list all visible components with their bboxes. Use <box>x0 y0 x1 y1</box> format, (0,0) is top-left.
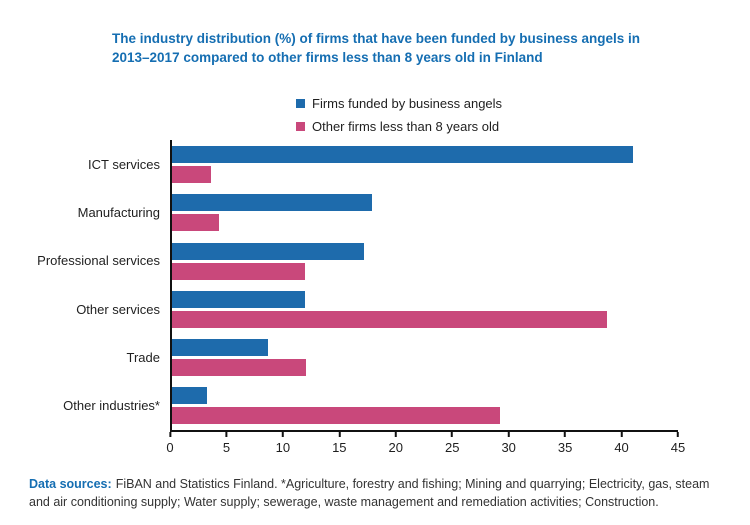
legend-swatch-others-icon <box>296 122 305 131</box>
bar-others <box>172 359 306 377</box>
x-axis-tick-mark <box>225 431 228 437</box>
bar-angels <box>172 146 634 163</box>
chart-legend: Firms funded by business angels Other fi… <box>296 96 502 142</box>
bar-others <box>172 214 220 232</box>
bar-angels <box>172 194 373 212</box>
x-axis-tick: 15 <box>332 431 347 455</box>
bar-others <box>172 407 501 425</box>
legend-label-others: Other firms less than 8 years old <box>312 119 500 134</box>
x-axis-tick: 30 <box>501 431 516 455</box>
x-axis-tick-mark <box>338 431 341 437</box>
bars-area <box>170 140 678 432</box>
x-axis-tick-mark <box>168 431 171 437</box>
plot-area: ICT services Manufacturing Professional se… <box>0 140 750 432</box>
x-axis-tick: 10 <box>275 431 291 455</box>
footer-text: FiBAN and Statistics Finland. *Agricultu… <box>29 477 710 509</box>
x-axis-tick-mark <box>507 431 510 437</box>
bar-angels <box>172 290 305 308</box>
category-label: Professional services <box>37 253 160 269</box>
x-axis-tick-label: 0 <box>166 439 174 455</box>
chart-title-line2: 2013–2017 compared to other firms less t… <box>112 50 543 65</box>
x-axis-tick-mark <box>451 431 454 437</box>
x-axis-tick-mark <box>281 431 284 437</box>
x-axis-tick: 45 <box>670 431 686 455</box>
x-axis-tick-mark <box>564 431 567 437</box>
x-axis-tick-label: 15 <box>332 439 347 455</box>
bar-chart: ICT services Manufacturing Professional se… <box>0 140 750 462</box>
x-axis-tick: 5 <box>222 431 231 455</box>
x-axis-tick-label: 25 <box>445 439 460 455</box>
x-axis-tick: 40 <box>614 431 629 455</box>
legend-item-others: Other firms less than 8 years old <box>296 119 502 134</box>
bar-group <box>172 237 678 285</box>
x-axis: 0 5 10 15 20 25 30 35 40 45 <box>166 431 685 462</box>
x-axis-tick-label: 5 <box>222 439 231 455</box>
legend-item-angels: Firms funded by business angels <box>296 96 502 111</box>
x-axis-tick-label: 45 <box>670 439 686 455</box>
legend-label-angels: Firms funded by business angels <box>312 96 503 111</box>
footer-data-sources-label: Data sources: <box>29 477 112 491</box>
x-axis-tick: 0 <box>166 431 174 455</box>
x-axis-tick-label: 40 <box>614 439 629 455</box>
x-axis-tick-label: 35 <box>557 439 573 455</box>
x-axis-tick: 25 <box>445 431 460 455</box>
bar-group <box>172 140 678 188</box>
chart-title-line1: The industry distribution (%) of firms t… <box>112 31 641 46</box>
category-label: ICT services <box>88 156 160 172</box>
x-axis-tick-label: 10 <box>275 439 291 455</box>
chart-title: The industry distribution (%) of firms t… <box>112 29 692 67</box>
bar-others <box>172 310 608 328</box>
x-axis-tick: 35 <box>557 431 573 455</box>
bar-group <box>172 285 678 333</box>
x-axis-tick-mark <box>620 431 623 437</box>
legend-swatch-angels-icon <box>296 99 305 108</box>
x-axis-tick-mark <box>394 431 397 437</box>
category-label: Manufacturing <box>77 204 160 220</box>
bar-group <box>172 333 678 381</box>
bar-others <box>172 166 212 183</box>
x-axis-tick: 20 <box>388 431 403 455</box>
category-labels: ICT services Manufacturing Professional se… <box>0 140 170 432</box>
bar-angels <box>172 339 268 357</box>
bar-group <box>172 188 678 236</box>
bar-group <box>172 381 678 429</box>
x-axis-tick-label: 20 <box>388 439 403 455</box>
category-label: Other industries* <box>63 398 160 414</box>
bar-angels <box>172 242 365 260</box>
bar-others <box>172 262 305 280</box>
x-axis-tick-label: 30 <box>501 439 516 455</box>
category-label: Trade <box>126 349 160 365</box>
footer-note: Data sources: FiBAN and Statistics Finlan… <box>29 476 729 511</box>
bar-angels <box>172 387 207 405</box>
x-axis-tick-mark <box>677 431 679 437</box>
category-label: Other services <box>76 301 160 317</box>
